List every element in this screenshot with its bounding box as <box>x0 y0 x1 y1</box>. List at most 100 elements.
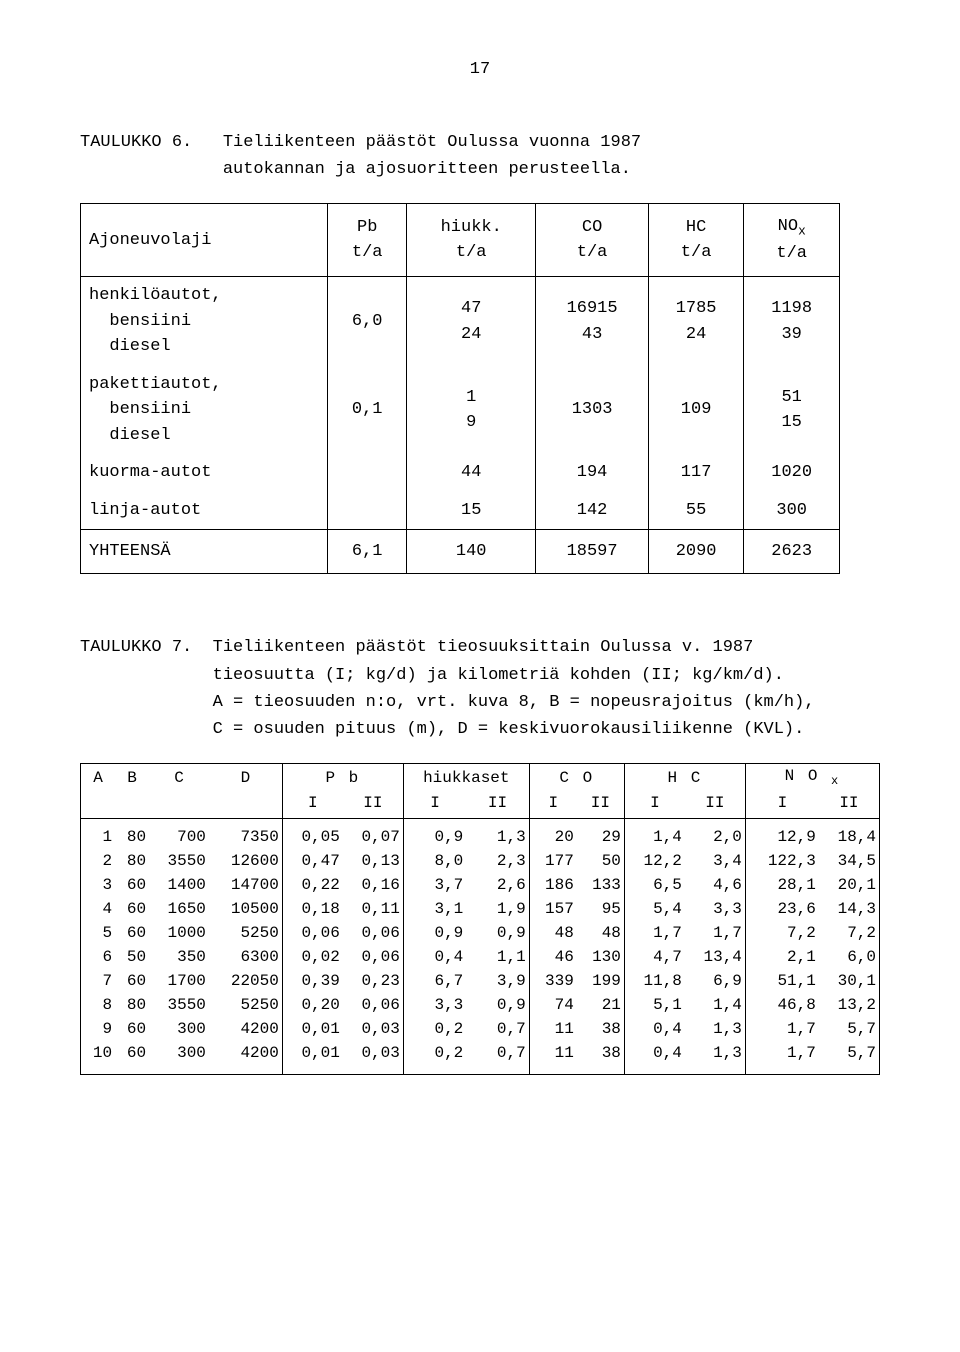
table-cell: 30,1 <box>819 969 880 993</box>
table-cell: 4,7 <box>624 945 685 969</box>
table-cell: 60 <box>115 1041 149 1075</box>
table-cell: 0,11 <box>343 897 404 921</box>
table-cell: 2,6 <box>466 873 529 897</box>
table6-label: TAULUKKO 6. <box>80 129 223 156</box>
table-cell: 0,9 <box>466 921 529 945</box>
table-cell: 1650 <box>149 897 209 921</box>
t7-CO-II: II <box>577 791 625 819</box>
t7-hC: C <box>149 764 209 792</box>
table7-title-3: A = tieosuuden n:o, vrt. kuva 8, B = nop… <box>213 689 880 716</box>
table-cell: 80 <box>115 993 149 1017</box>
table-cell: 1,3 <box>685 1017 746 1041</box>
t7-hD: D <box>209 764 282 792</box>
table-cell: 12600 <box>209 849 282 873</box>
table-cell: 5250 <box>209 993 282 1017</box>
t7-hNOx: N O x <box>745 764 879 792</box>
table-cell: 21 <box>577 993 625 1017</box>
table-cell: 8,0 <box>403 849 466 873</box>
table-cell: 0,06 <box>282 921 343 945</box>
table-cell: 1198 39 <box>744 277 840 366</box>
table-cell: kuorma-autot <box>81 454 328 492</box>
table-cell: 0,4 <box>624 1041 685 1075</box>
table-cell: 0,9 <box>403 825 466 849</box>
table-cell: 0,22 <box>282 873 343 897</box>
table-cell: 0,39 <box>282 969 343 993</box>
table-cell: 10 <box>81 1041 116 1075</box>
table-cell: 60 <box>115 897 149 921</box>
table-cell: 1,3 <box>466 825 529 849</box>
table-cell: 0,47 <box>282 849 343 873</box>
table-cell: 300 <box>149 1041 209 1075</box>
table6-title-1: Tieliikenteen päästöt Oulussa vuonna 198… <box>223 129 880 156</box>
table-cell <box>328 454 407 492</box>
table-cell: 1400 <box>149 873 209 897</box>
table-cell: 15 <box>407 492 536 530</box>
table-cell: 130 <box>577 945 625 969</box>
t7-hB: B <box>115 764 149 792</box>
t7-hA: A <box>81 764 116 792</box>
table-cell: 3,1 <box>403 897 466 921</box>
t7-HC-II: II <box>685 791 746 819</box>
table-cell: 0,9 <box>403 921 466 945</box>
table-cell: 60 <box>115 969 149 993</box>
table6: Ajoneuvolaji Pbt/a hiukk.t/a COt/a HCt/a… <box>80 203 840 574</box>
table-cell: 3550 <box>149 849 209 873</box>
table-cell: 122,3 <box>745 849 818 873</box>
t7-CO-I: I <box>529 791 577 819</box>
table-cell: 6,0 <box>819 945 880 969</box>
table-cell: 199 <box>577 969 625 993</box>
table-cell: 34,5 <box>819 849 880 873</box>
table-cell: 0,03 <box>343 1041 404 1075</box>
table-cell: 48 <box>529 921 577 945</box>
t7-h-I: I <box>403 791 466 819</box>
table-cell: 1,7 <box>745 1041 818 1075</box>
t6-total-pb: 6,1 <box>328 530 407 574</box>
table-cell: 4,6 <box>685 873 746 897</box>
table-cell: 1,7 <box>685 921 746 945</box>
table-cell: 1,4 <box>685 993 746 1017</box>
table-cell: 0,02 <box>282 945 343 969</box>
table-cell: 3,9 <box>466 969 529 993</box>
table-cell: 339 <box>529 969 577 993</box>
table-cell: 10500 <box>209 897 282 921</box>
table-cell: 0,01 <box>282 1017 343 1041</box>
table-cell: 60 <box>115 873 149 897</box>
table-cell: 109 <box>648 366 744 455</box>
table-cell: 1303 <box>536 366 648 455</box>
table-cell <box>328 492 407 530</box>
table-cell: 0,06 <box>343 945 404 969</box>
t6-h0: Ajoneuvolaji <box>81 204 328 277</box>
table-cell: 0,1 <box>328 366 407 455</box>
t7-N-I: I <box>745 791 818 819</box>
table7: A B C D P b hiukkaset C O H C N O x III … <box>80 763 880 1075</box>
table-cell: 7350 <box>209 825 282 849</box>
table-cell: 18,4 <box>819 825 880 849</box>
table-cell: 11 <box>529 1017 577 1041</box>
table-cell: 6 <box>81 945 116 969</box>
table-cell: 700 <box>149 825 209 849</box>
table-cell: 14,3 <box>819 897 880 921</box>
table-cell: 5,1 <box>624 993 685 1017</box>
table-cell: 0,2 <box>403 1041 466 1075</box>
table-cell: 74 <box>529 993 577 1017</box>
table-cell: 2,0 <box>685 825 746 849</box>
table-cell: 3,3 <box>403 993 466 1017</box>
table-cell: 194 <box>536 454 648 492</box>
table-cell: 60 <box>115 921 149 945</box>
table-cell: 29 <box>577 825 625 849</box>
table-cell: 1020 <box>744 454 840 492</box>
table-cell: 0,7 <box>466 1041 529 1075</box>
table-cell: 4200 <box>209 1017 282 1041</box>
table-cell: 186 <box>529 873 577 897</box>
t7-hPb: P b <box>282 764 403 792</box>
table-cell: 300 <box>149 1017 209 1041</box>
table-cell: 3,3 <box>685 897 746 921</box>
table-cell: 0,23 <box>343 969 404 993</box>
table-cell: 7,2 <box>819 921 880 945</box>
t7-hCO: C O <box>529 764 624 792</box>
table7-title-2: tieosuutta (I; kg/d) ja kilometriä kohde… <box>213 662 880 689</box>
table-cell: 23,6 <box>745 897 818 921</box>
table-cell: 0,2 <box>403 1017 466 1041</box>
table-cell: 5250 <box>209 921 282 945</box>
table-cell: 6,7 <box>403 969 466 993</box>
